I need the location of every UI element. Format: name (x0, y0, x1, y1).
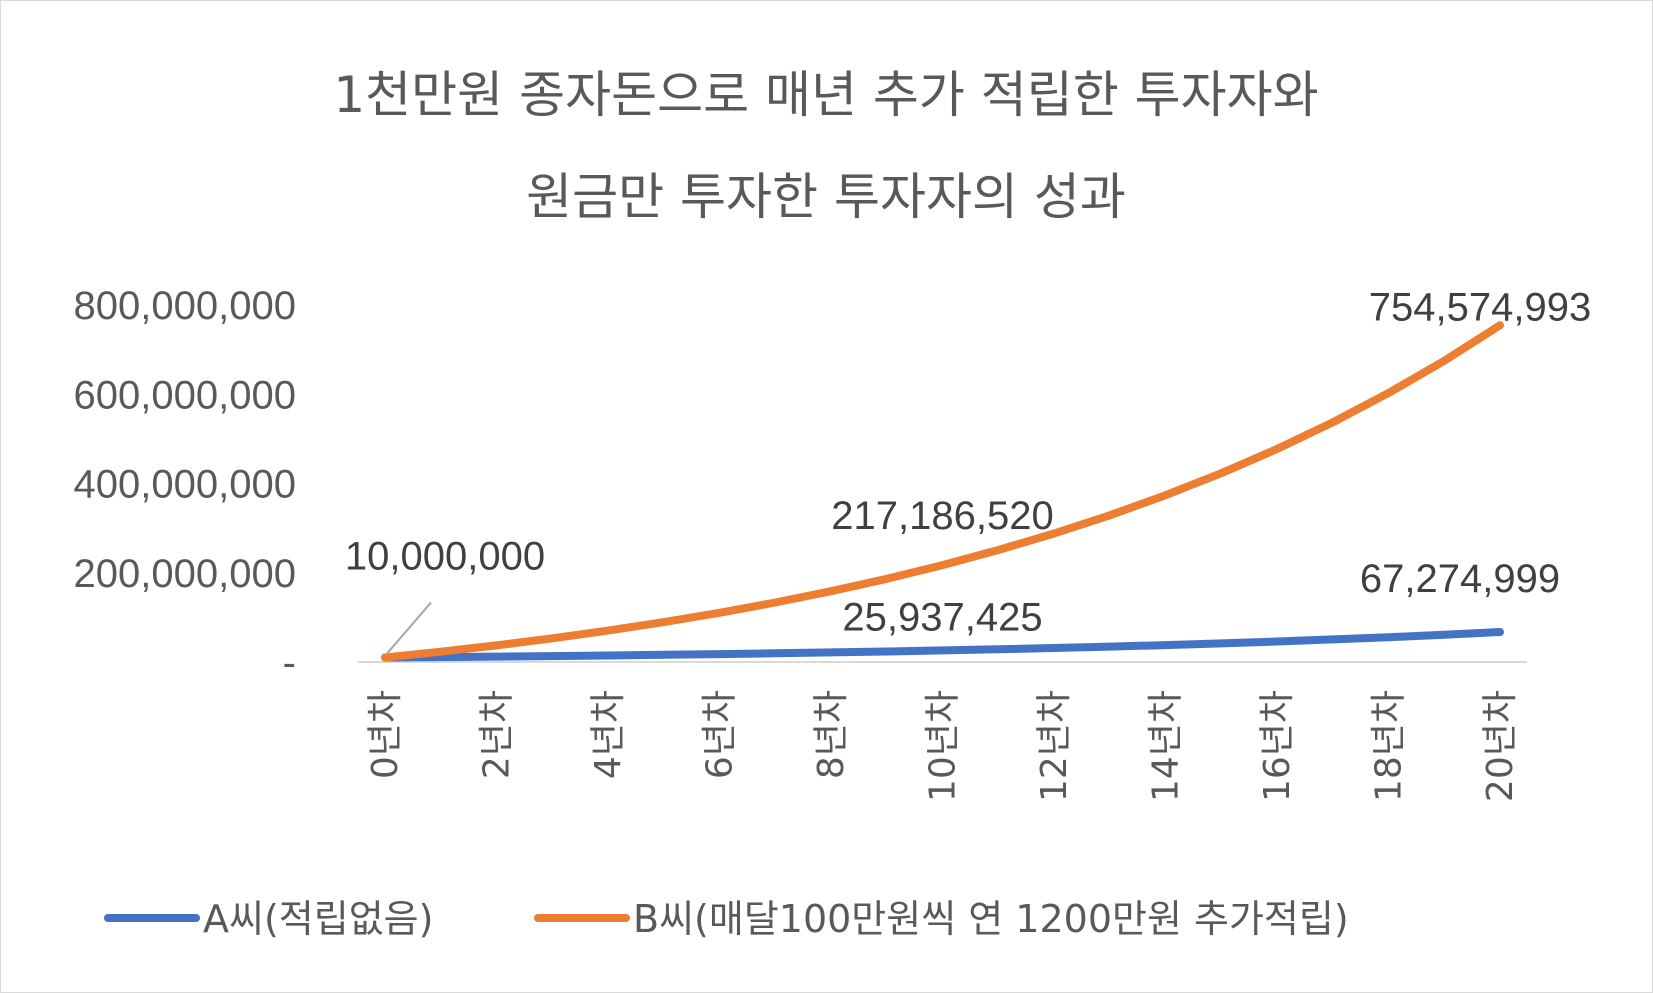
series-line-a (381, 628, 1504, 662)
x-tick-label: 6년차 (700, 690, 741, 779)
data-label: 67,274,999 (1360, 557, 1560, 601)
y-tick-label: 200,000,000 (74, 552, 296, 596)
legend-label-a: A씨(적립없음) (203, 897, 433, 941)
chart-title-line-1: 1천만원 종자돈으로 매년 추가 적립한 투자자와 (333, 66, 1318, 124)
x-tick-label: 20년차 (1480, 690, 1521, 802)
x-tick-label: 8년차 (811, 690, 852, 779)
x-axis: 0년차 2년차 4년차 6년차 8년차 10년차 12년차 14년차 16년차 18년차 20년차 (358, 661, 1527, 802)
legend-label-b: B씨(매달100만원씩 연 1200만원 추가적립) (633, 897, 1349, 941)
x-tick-label: 4년차 (588, 690, 629, 779)
y-tick-label: 600,000,000 (74, 373, 296, 417)
series-line-b (381, 321, 1504, 662)
data-label: 217,186,520 (831, 494, 1053, 538)
x-tick-label: 16년차 (1257, 690, 1298, 802)
x-tick-label: 10년차 (923, 690, 964, 802)
y-axis: - 200,000,000 400,000,000 600,000,000 800,00… (74, 284, 296, 685)
chart-title-line-2: 원금만 투자한 투자자의 성과 (526, 168, 1126, 226)
y-tick-label: 800,000,000 (74, 284, 296, 328)
y-tick-label: 400,000,000 (74, 463, 296, 507)
x-tick-label: 2년차 (477, 690, 518, 779)
x-tick-label: 12년차 (1034, 690, 1075, 802)
y-tick-label: - (283, 641, 296, 685)
data-label: 10,000,000 (345, 535, 545, 579)
legend: A씨(적립없음) B씨(매달100만원씩 연 1200만원 추가적립) (104, 897, 1349, 941)
data-label-layer: 25,937,425 67,274,999 10,000,000 217,186,52… (345, 285, 1591, 655)
data-label: 754,574,993 (1369, 285, 1591, 329)
x-tick-label: 0년차 (365, 690, 406, 779)
data-label-leader-line (386, 601, 432, 655)
series-layer (381, 321, 1504, 662)
x-tick-label: 18년차 (1369, 690, 1410, 802)
x-tick-label: 14년차 (1146, 690, 1187, 802)
data-label: 25,937,425 (842, 595, 1042, 639)
